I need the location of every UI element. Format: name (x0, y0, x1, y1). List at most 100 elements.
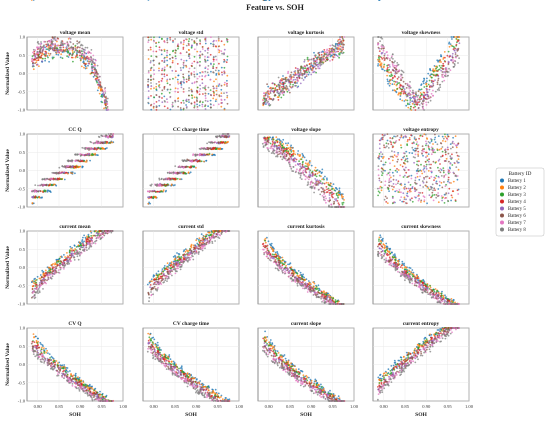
data-point (411, 186, 414, 188)
data-point (35, 279, 38, 281)
data-point (90, 58, 93, 60)
data-point (104, 90, 107, 92)
data-point (68, 254, 71, 256)
data-point (394, 66, 397, 69)
data-point (225, 91, 228, 94)
data-point (377, 165, 380, 168)
data-point (158, 95, 161, 98)
y-axis-label: Normalized Value (5, 52, 11, 95)
data-point (283, 153, 286, 156)
data-point (402, 162, 405, 164)
data-point (432, 199, 435, 202)
data-point (454, 60, 457, 63)
data-point (306, 184, 309, 187)
data-point (193, 55, 196, 58)
data-point (39, 274, 42, 276)
data-point (309, 181, 312, 184)
data-point (302, 79, 305, 81)
data-point (398, 82, 401, 84)
data-point (196, 80, 198, 83)
data-point (67, 256, 70, 258)
data-point (45, 271, 47, 274)
data-point (378, 143, 381, 145)
data-point (191, 44, 193, 47)
data-point (294, 70, 297, 72)
data-point (418, 198, 421, 200)
data-point (44, 269, 47, 272)
data-point (67, 50, 70, 53)
data-point (425, 82, 428, 85)
data-point (279, 144, 282, 146)
data-point (294, 67, 297, 69)
data-point (378, 187, 381, 190)
data-point (201, 101, 204, 104)
data-point (331, 193, 334, 196)
data-point (217, 36, 220, 38)
data-point (296, 168, 298, 171)
data-point (57, 264, 59, 266)
data-point (174, 38, 177, 40)
data-point (266, 83, 268, 86)
data-point (325, 51, 328, 54)
data-point (395, 155, 397, 158)
data-point (73, 244, 76, 247)
data-point (445, 160, 447, 162)
data-point (400, 92, 402, 94)
data-point (177, 74, 180, 77)
data-point (428, 88, 431, 91)
data-point (157, 41, 160, 44)
data-point (176, 63, 179, 65)
data-point (448, 181, 451, 184)
data-point (147, 80, 150, 83)
data-point (405, 171, 408, 174)
data-point (196, 77, 199, 80)
data-point (391, 185, 393, 188)
data-point (201, 78, 204, 81)
data-point (195, 166, 197, 169)
data-point (386, 51, 388, 53)
data-point (50, 38, 53, 41)
data-point (83, 62, 85, 65)
data-point (285, 151, 288, 154)
data-point (448, 187, 451, 190)
data-point (442, 137, 445, 140)
data-point (171, 56, 174, 59)
data-point (69, 38, 72, 40)
data-point (104, 135, 107, 137)
data-point (276, 155, 279, 158)
data-point (153, 102, 156, 105)
data-point (311, 175, 314, 178)
data-point (417, 144, 420, 146)
data-point (212, 40, 215, 43)
data-point (48, 47, 51, 50)
data-point (398, 139, 401, 141)
data-point (425, 168, 428, 170)
data-point (188, 94, 190, 97)
data-point (444, 185, 447, 188)
data-point (201, 82, 204, 85)
data-point (443, 79, 446, 82)
data-point (185, 98, 188, 101)
data-point (150, 85, 153, 88)
data-point (286, 86, 288, 88)
data-point (338, 194, 341, 196)
data-point (377, 190, 380, 193)
data-point (450, 182, 452, 184)
data-point (199, 84, 202, 87)
data-point (442, 65, 445, 67)
data-point (266, 91, 269, 93)
data-point (405, 150, 408, 153)
data-point (304, 168, 307, 171)
data-point (201, 53, 204, 56)
data-point (420, 163, 422, 166)
data-point (32, 190, 35, 192)
data-point (333, 56, 336, 58)
data-point (104, 92, 107, 94)
data-point (433, 194, 436, 196)
data-point (48, 60, 50, 63)
data-point (86, 238, 89, 240)
data-point (415, 91, 417, 93)
data-point (51, 57, 54, 60)
data-point (304, 178, 307, 181)
data-point (202, 153, 205, 156)
